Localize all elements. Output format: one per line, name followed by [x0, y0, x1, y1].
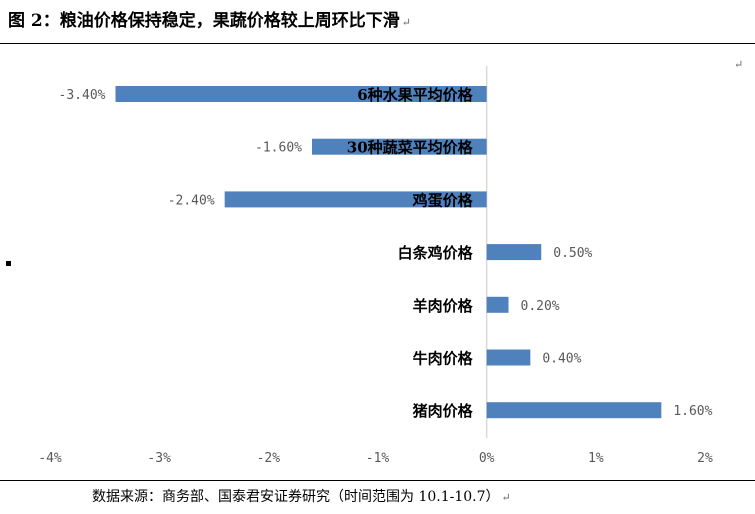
return-mark: ↵ — [401, 16, 411, 29]
x-tick-label-4: 0% — [479, 451, 495, 466]
value-label-3: 0.50% — [553, 246, 592, 261]
x-tick-label-0: -4% — [38, 451, 62, 466]
x-tick-label-3: -1% — [366, 451, 390, 466]
category-label-3: 白条鸡价格 — [398, 244, 474, 262]
value-label-6: 1.60% — [673, 404, 712, 419]
x-tick-label-1: -3% — [147, 451, 171, 466]
category-label-4: 羊肉价格 — [413, 297, 474, 315]
bar-5 — [486, 349, 531, 366]
category-label-5: 牛肉价格 — [413, 350, 474, 368]
bar-3 — [486, 244, 542, 261]
category-label-0: 6种水果平均价格 — [357, 86, 473, 104]
return-mark-right: ↵ — [734, 58, 744, 71]
x-tick-label-6: 2% — [697, 451, 713, 466]
top-rule — [0, 43, 755, 44]
source-text: 数据来源：商务部、国泰君安证券研究（时间范围为 10.1-10.7） — [92, 489, 500, 505]
category-label-1: 30种蔬菜平均价格 — [347, 139, 474, 157]
value-label-2: -2.40% — [168, 193, 215, 208]
bar-1 — [312, 138, 487, 155]
bar-chart: 6种水果平均价格 -3.40% 30种蔬菜平均价格 -1.60% 鸡蛋价格 -2.40% 白… — [38, 66, 713, 466]
value-label-1: -1.60% — [255, 141, 302, 156]
x-tick-label-5: 1% — [588, 451, 604, 466]
bar-0 — [115, 86, 487, 102]
bullet-marker — [6, 261, 11, 266]
source-note: 数据来源：商务部、国泰君安证券研究（时间范围为 10.1-10.7） ↵ — [92, 486, 511, 506]
x-tick-label-2: -2% — [257, 451, 281, 466]
category-label-6: 猪肉价格 — [412, 402, 474, 420]
value-label-5: 0.40% — [542, 352, 581, 367]
figure-title: 图 2：粮油价格保持稳定，果蔬价格较上周环比下滑 ↵ — [8, 6, 411, 31]
figure-title-text: 图 2：粮油价格保持稳定，果蔬价格较上周环比下滑 — [8, 11, 400, 31]
bar-6 — [486, 402, 662, 419]
bar-4 — [486, 296, 509, 313]
category-label-2: 鸡蛋价格 — [412, 191, 474, 209]
bottom-rule — [0, 480, 755, 481]
value-label-0: -3.40% — [59, 88, 106, 103]
source-return-mark: ↵ — [501, 491, 511, 504]
value-label-4: 0.20% — [521, 299, 560, 314]
bar-2 — [224, 191, 487, 208]
